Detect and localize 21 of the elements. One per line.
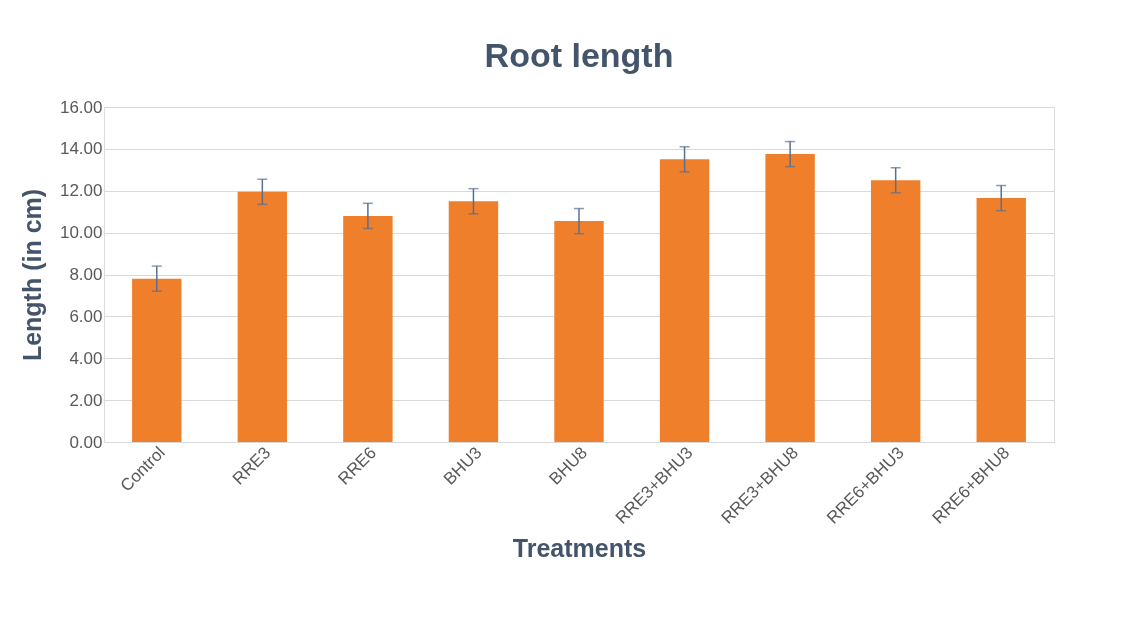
x-axis-title: Treatments — [512, 533, 647, 562]
bar — [343, 215, 393, 442]
y-tick-label: 10.00 — [59, 223, 103, 243]
bar — [132, 278, 182, 442]
y-tick-label: 12.00 — [59, 181, 103, 201]
y-tick-label: 4.00 — [69, 348, 103, 368]
bar — [237, 191, 288, 442]
bar — [870, 180, 921, 442]
y-axis-title: Length (in cm) — [17, 188, 46, 362]
y-tick-label: 14.00 — [59, 139, 103, 159]
y-tick-label: 0.00 — [69, 432, 103, 452]
y-tick-label: 8.00 — [69, 265, 103, 284]
bar — [448, 201, 499, 442]
bar — [976, 198, 1026, 442]
chart-title: Root length — [484, 36, 674, 74]
bar — [554, 221, 604, 442]
y-tick-label: 2.00 — [69, 390, 103, 410]
bar — [659, 159, 710, 442]
y-tick-label: 16.00 — [59, 97, 103, 117]
bar — [765, 154, 815, 442]
y-tick-label: 6.00 — [69, 306, 103, 326]
